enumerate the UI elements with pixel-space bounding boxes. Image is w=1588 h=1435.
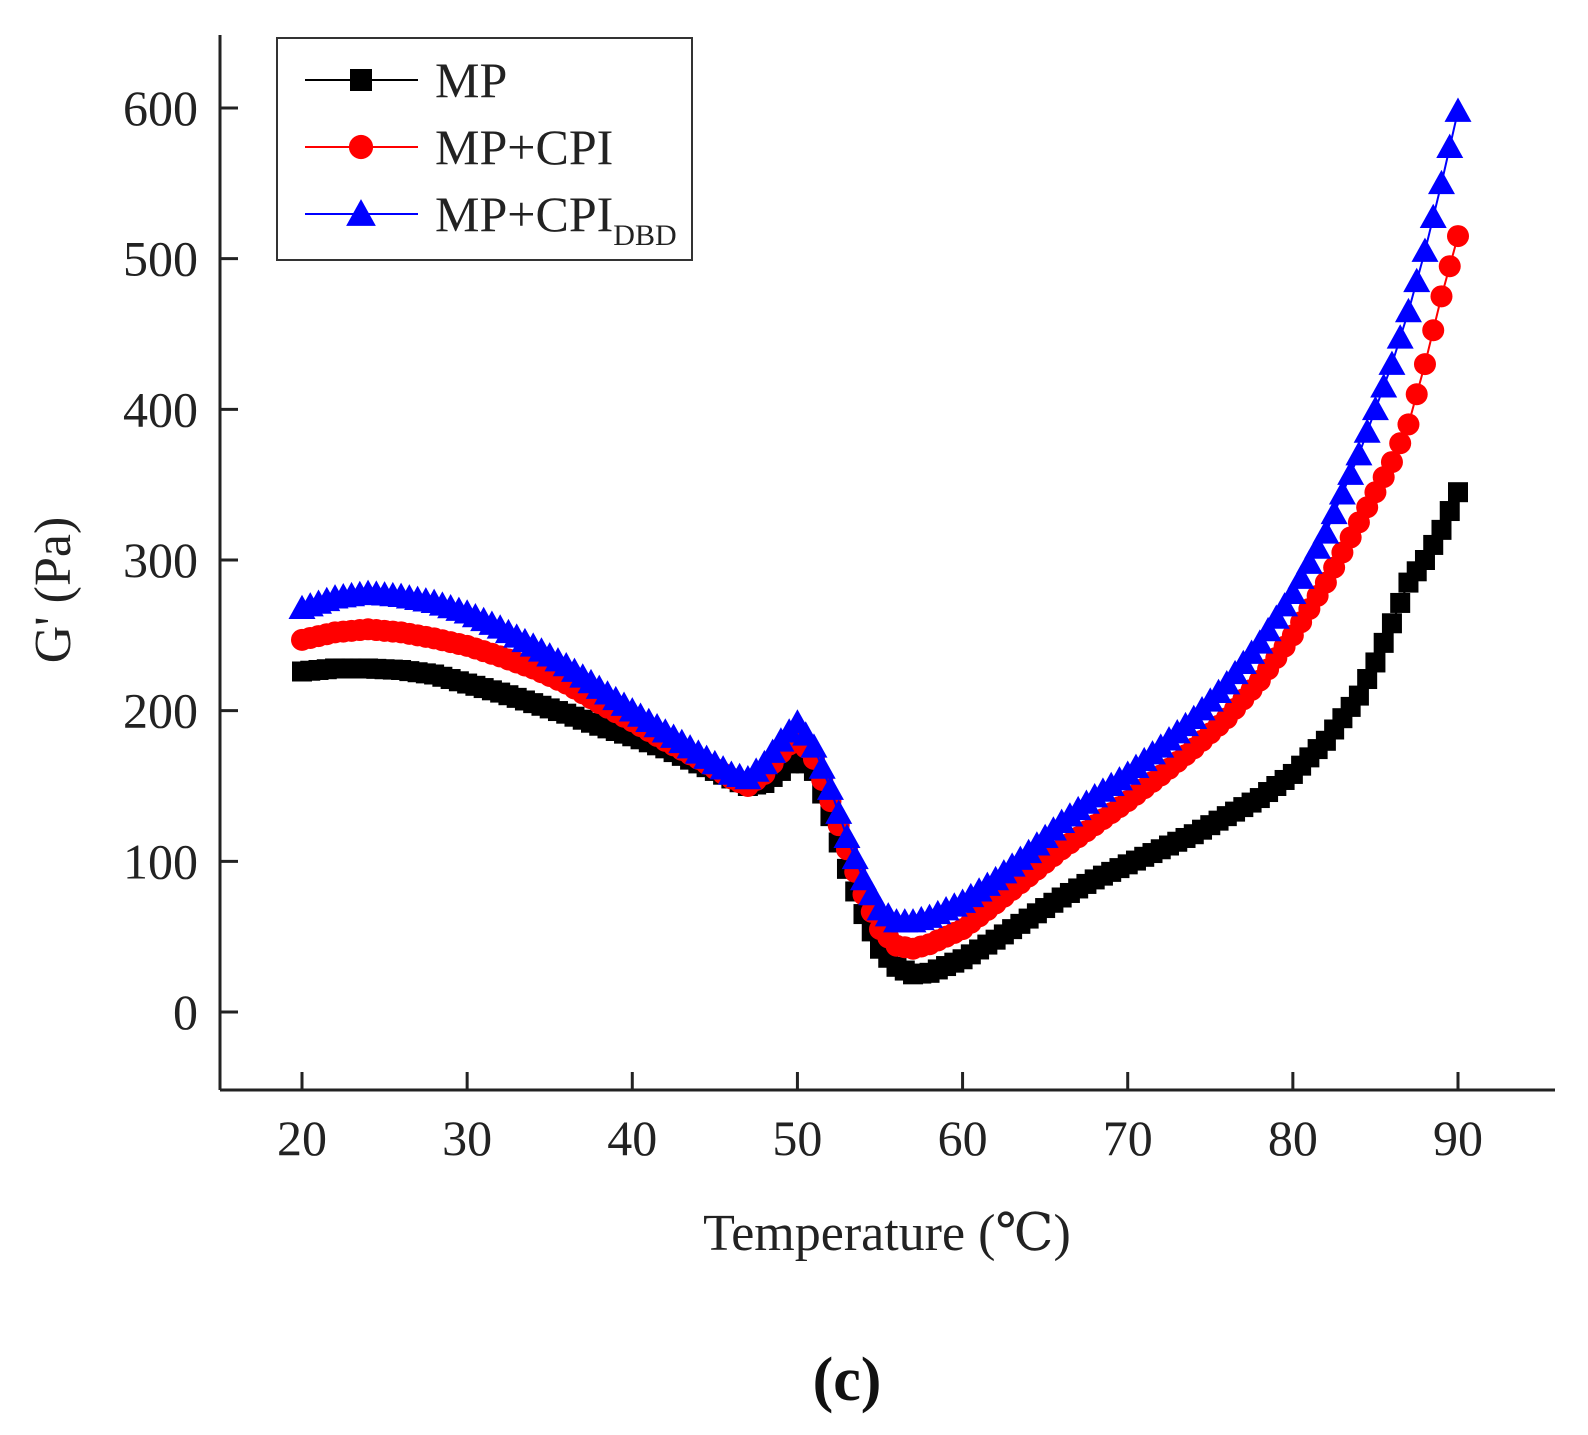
data-point	[1403, 267, 1431, 293]
legend-label: MP+CPIDBD	[435, 186, 677, 252]
data-point	[1414, 550, 1435, 570]
legend-label-subscript: DBD	[613, 219, 676, 252]
data-point	[1295, 549, 1323, 574]
data-point	[1320, 499, 1348, 525]
data-point	[808, 754, 836, 779]
data-point	[1447, 225, 1469, 248]
data-point	[1373, 632, 1394, 653]
data-point	[1370, 373, 1398, 398]
legend-item: MP+CPI	[305, 119, 613, 175]
data-point	[1353, 418, 1381, 443]
data-point	[1411, 237, 1439, 262]
data-point	[1397, 413, 1420, 436]
y-tick-label: 300	[123, 532, 198, 588]
legend-item: MP+CPIDBD	[305, 186, 677, 252]
x-tick-label: 30	[442, 1110, 492, 1166]
series-mp-cpi-dbd	[288, 97, 1472, 933]
data-point	[1287, 564, 1315, 589]
data-point	[1271, 592, 1299, 617]
data-point	[816, 775, 844, 800]
legend-label-main: MP	[435, 52, 507, 108]
y-tick-label: 200	[123, 683, 198, 739]
data-point	[1348, 685, 1369, 706]
x-tick-label: 20	[277, 1110, 327, 1166]
data-point	[1390, 592, 1411, 613]
data-point	[1405, 383, 1428, 406]
data-point	[1438, 255, 1461, 278]
y-tick-label: 400	[123, 381, 198, 437]
data-point	[1345, 441, 1373, 466]
x-tick-label: 60	[938, 1110, 988, 1166]
legend-marker	[348, 134, 374, 160]
data-point	[800, 733, 828, 758]
data-point	[1357, 669, 1378, 690]
data-point	[1365, 652, 1386, 673]
x-tick-label: 80	[1268, 1110, 1318, 1166]
data-point	[1431, 519, 1452, 540]
legend-label: MP	[435, 52, 507, 108]
legend-item: MP	[305, 52, 507, 108]
data-point	[1312, 519, 1340, 544]
data-point	[1444, 97, 1472, 122]
x-tick-label: 50	[772, 1110, 822, 1166]
legend-label-main: MP+CPI	[435, 186, 613, 242]
data-point	[1419, 203, 1447, 229]
legend-marker	[350, 69, 372, 91]
data-point	[1436, 133, 1464, 158]
x-tick-label: 90	[1433, 1110, 1483, 1166]
data-point	[1361, 395, 1389, 421]
x-tick-label: 40	[607, 1110, 657, 1166]
data-point	[1422, 319, 1445, 342]
data-point	[841, 844, 869, 870]
y-axis-label: G' (Pa)	[25, 517, 82, 664]
data-point	[1389, 432, 1412, 455]
data-point	[825, 799, 853, 824]
data-point	[1394, 297, 1422, 323]
panel-label: (c)	[813, 1346, 882, 1414]
data-point	[1378, 350, 1406, 375]
data-point	[1413, 353, 1436, 376]
data-point	[1304, 534, 1332, 559]
data-point	[1246, 629, 1274, 654]
data-point	[1427, 169, 1455, 195]
data-point	[1448, 482, 1468, 503]
x-tick-label: 70	[1103, 1110, 1153, 1166]
y-tick-label: 100	[123, 833, 198, 889]
data-point	[1423, 534, 1444, 555]
data-point	[1337, 460, 1365, 485]
data-point	[1381, 613, 1402, 634]
data-point	[1254, 616, 1282, 642]
data-point	[1328, 480, 1356, 505]
data-point	[1439, 501, 1460, 522]
y-tick-label: 600	[123, 80, 198, 136]
data-point	[1380, 451, 1403, 474]
axes: 20 30 40 50 60 70 80 90 0 100 200 300 400 500 600	[123, 35, 1555, 1166]
data-point	[833, 823, 861, 849]
data-point	[1262, 604, 1290, 629]
data-point	[1386, 324, 1414, 349]
legend-label: MP+CPI	[435, 119, 613, 175]
data-point	[1279, 579, 1307, 604]
data-marks	[288, 97, 1472, 985]
legend-box	[276, 37, 693, 261]
legend-label-main: MP+CPI	[435, 119, 613, 175]
y-tick-label: 500	[123, 231, 198, 287]
x-axis-label: Temperature (℃)	[703, 1205, 1071, 1262]
data-point	[1430, 285, 1453, 308]
legend-marker	[346, 199, 376, 226]
y-tick-label: 0	[173, 984, 198, 1040]
